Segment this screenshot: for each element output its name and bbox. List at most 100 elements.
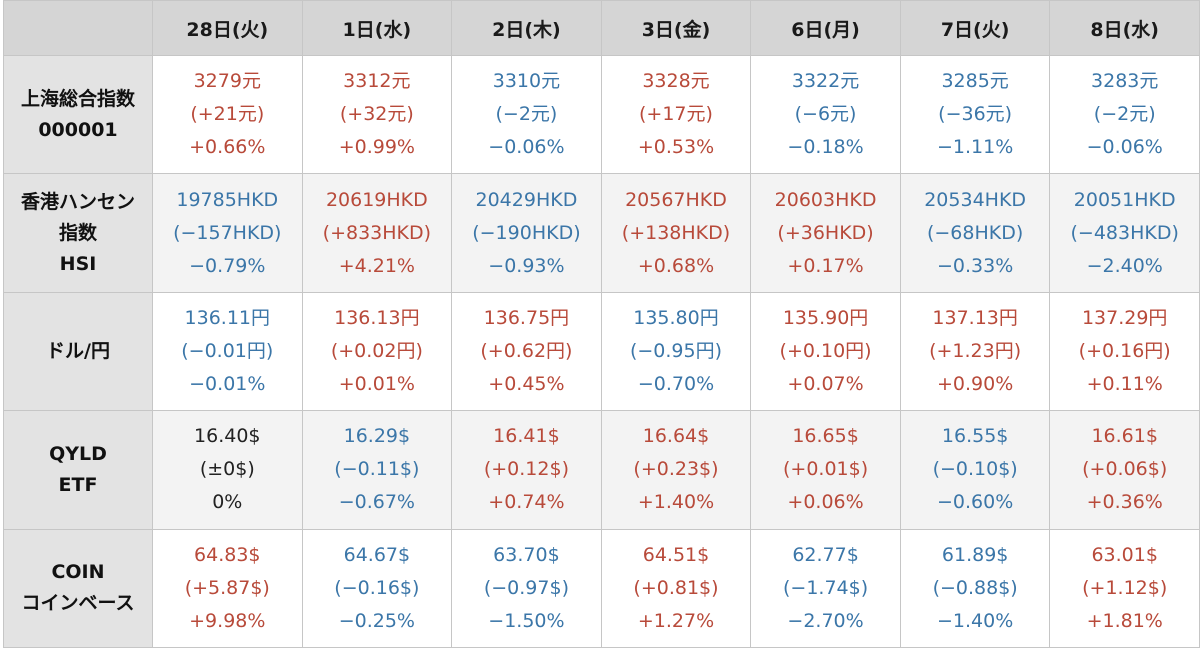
percent-change: +0.11%	[1086, 372, 1163, 395]
data-cell: 16.61$ (+0.06$) +0.36%	[1050, 411, 1200, 530]
percent-change: −0.70%	[637, 372, 715, 395]
percent-change: +0.36%	[1086, 491, 1163, 514]
change-value: (−0.95円)	[629, 339, 723, 362]
data-cell: 16.55$ (−0.10$) −0.60%	[900, 411, 1051, 530]
change-value: (−0.97$)	[483, 576, 569, 599]
data-cell: 20429HKD (−190HKD) −0.93%	[452, 174, 602, 293]
data-cell: 135.80円 (−0.95円) −0.70%	[601, 292, 752, 412]
row-label-line: コインベース	[21, 592, 135, 615]
percent-change: +0.66%	[189, 136, 266, 159]
date-header: 1日(水)	[302, 1, 453, 56]
percent-change: +0.99%	[338, 136, 415, 159]
row-label: 香港ハンセン 指数 HSI	[4, 174, 153, 293]
row-label-line: ドル/円	[46, 339, 110, 362]
price-value: 20603HKD	[774, 188, 877, 211]
price-value: 3310元	[492, 70, 561, 93]
price-value: 64.67$	[343, 543, 411, 566]
change-value: (+0.23$)	[633, 458, 719, 481]
price-value: 3283元	[1091, 70, 1159, 93]
row-label-line: ETF	[58, 473, 98, 496]
row-label: 上海総合指数 000001	[4, 56, 153, 175]
percent-change: −0.79%	[189, 254, 266, 277]
market-data-table: 28日(火) 1日(水) 2日(木) 3日(金) 6日(月) 7日(火) 8日(…	[3, 0, 1200, 648]
price-value: 136.11円	[184, 306, 271, 329]
change-value: (+5.87$)	[184, 576, 270, 599]
change-value: (+0.02円)	[330, 339, 423, 362]
row-label-line: QYLD	[49, 442, 107, 465]
price-value: 136.75円	[483, 306, 570, 329]
price-value: 62.77$	[792, 543, 859, 566]
change-value: (+36HKD)	[777, 221, 874, 244]
percent-change: +4.21%	[338, 254, 415, 277]
change-value: (−190HKD)	[472, 221, 581, 244]
data-cell: 16.29$ (−0.11$) −0.67%	[302, 411, 453, 530]
data-cell: 3322元 (−6元) −0.18%	[751, 56, 901, 175]
date-header: 7日(火)	[900, 1, 1051, 56]
change-value: (−483HKD)	[1070, 221, 1179, 244]
row-label: QYLD ETF	[4, 411, 153, 530]
percent-change: +0.17%	[787, 254, 864, 277]
change-value: (+1.23円)	[929, 339, 1022, 362]
change-value: (−6元)	[794, 103, 857, 126]
data-cell: 3285元 (−36元) −1.11%	[900, 56, 1051, 175]
price-value: 16.40$	[194, 425, 261, 448]
percent-change: +0.01%	[338, 372, 415, 395]
price-value: 16.65$	[792, 425, 859, 448]
change-value: (−157HKD)	[173, 221, 282, 244]
price-value: 64.51$	[642, 543, 710, 566]
price-value: 20429HKD	[475, 188, 578, 211]
change-value: (+17元)	[639, 103, 713, 126]
percent-change: −2.40%	[1086, 254, 1163, 277]
data-cell: 64.51$ (+0.81$) +1.27%	[601, 529, 752, 648]
data-cell: 136.11円 (−0.01円) −0.01%	[153, 292, 303, 412]
change-value: (−36元)	[938, 103, 1013, 126]
data-cell: 20534HKD (−68HKD) −0.33%	[900, 174, 1051, 293]
data-cell: 20051HKD (−483HKD) −2.40%	[1050, 174, 1200, 293]
percent-change: +1.40%	[637, 491, 715, 514]
price-value: 3322元	[791, 70, 860, 93]
data-cell: 136.75円 (+0.62円) +0.45%	[452, 292, 602, 412]
percent-change: −0.06%	[1086, 136, 1163, 159]
percent-change: −1.11%	[936, 136, 1014, 159]
change-value: (+0.62円)	[480, 339, 573, 362]
price-value: 63.70$	[493, 543, 560, 566]
price-value: 61.89$	[941, 543, 1009, 566]
percent-change: −0.67%	[338, 491, 415, 514]
change-value: (+0.81$)	[633, 576, 719, 599]
date-header: 3日(金)	[601, 1, 752, 56]
price-value: 3328元	[642, 70, 710, 93]
data-cell: 63.70$ (−0.97$) −1.50%	[452, 529, 602, 648]
data-cell: 63.01$ (+1.12$) +1.81%	[1050, 529, 1200, 648]
price-value: 20619HKD	[325, 188, 428, 211]
percent-change: −0.93%	[488, 254, 565, 277]
price-value: 16.41$	[493, 425, 560, 448]
change-value: (−0.01円)	[181, 339, 274, 362]
data-cell: 136.13円 (+0.02円) +0.01%	[302, 292, 453, 412]
change-value: (−2元)	[495, 103, 558, 126]
data-cell: 16.65$ (+0.01$) +0.06%	[751, 411, 901, 530]
corner-header	[4, 1, 153, 56]
data-cell: 20619HKD (+833HKD) +4.21%	[302, 174, 453, 293]
data-cell: 3312元 (+32元) +0.99%	[302, 56, 453, 175]
change-value: (+21元)	[190, 103, 265, 126]
price-value: 137.13円	[932, 306, 1018, 329]
price-value: 16.29$	[343, 425, 411, 448]
percent-change: 0%	[212, 491, 243, 514]
change-value: (−68HKD)	[926, 221, 1024, 244]
percent-change: +0.45%	[488, 372, 565, 395]
percent-change: +9.98%	[189, 609, 266, 632]
price-value: 137.29円	[1081, 306, 1168, 329]
change-value: (+0.10円)	[779, 339, 872, 362]
percent-change: +0.68%	[637, 254, 715, 277]
change-value: (−1.74$)	[782, 576, 869, 599]
change-value: (−2元)	[1093, 103, 1156, 126]
data-cell: 64.67$ (−0.16$) −0.25%	[302, 529, 453, 648]
row-label-line: COIN	[51, 561, 105, 584]
change-value: (−0.10$)	[932, 458, 1018, 481]
row-label-line: HSI	[59, 252, 97, 275]
date-header: 2日(木)	[452, 1, 602, 56]
price-value: 19785HKD	[176, 188, 279, 211]
percent-change: −0.33%	[936, 254, 1014, 277]
percent-change: +0.06%	[787, 491, 864, 514]
percent-change: −2.70%	[787, 609, 864, 632]
